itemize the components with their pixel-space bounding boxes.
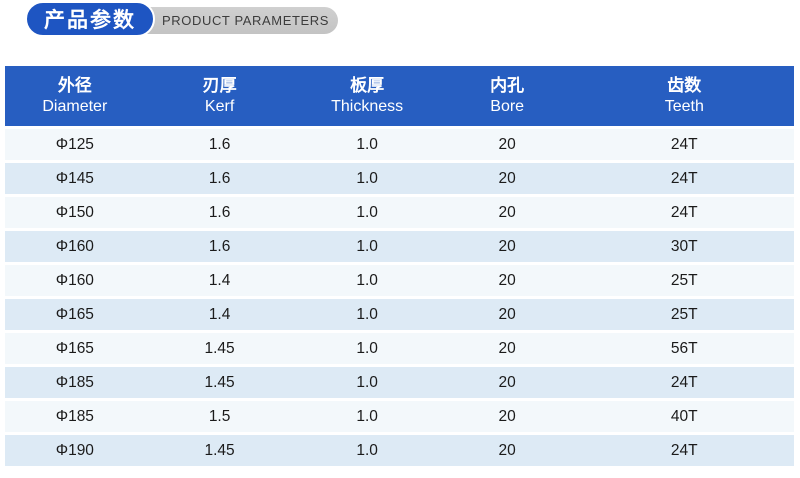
cell: 20 [498,271,516,289]
table-row: Φ150 1.6 1.0 20 24T [5,197,794,228]
header-label-cn: 内孔 [490,76,525,96]
header-label-cn: 板厚 [350,76,385,96]
header-label-en: Thickness [331,97,404,115]
cell: Φ190 [55,441,94,459]
cell: 1.0 [356,271,378,289]
table-row: Φ125 1.6 1.0 20 24T [5,129,794,160]
cell: 1.45 [204,339,235,357]
cell: 24T [670,169,698,187]
cell: Φ185 [55,373,94,391]
cell: 1.0 [356,373,378,391]
cell: 20 [498,203,516,221]
cell: 20 [498,135,516,153]
cell: Φ165 [55,305,94,323]
table-row: Φ160 1.6 1.0 20 30T [5,231,794,262]
cell: Φ160 [55,237,94,255]
header-label-en: Teeth [664,97,704,115]
badge-blue-pill: 产品参数 [25,1,155,37]
table-row: Φ165 1.45 1.0 20 56T [5,333,794,364]
cell: 1.0 [356,339,378,357]
cell: 20 [498,441,516,459]
table-body: Φ125 1.6 1.0 20 24T Φ145 1.6 1.0 20 24T Φ150 1.6 1.0… [5,129,794,466]
cell: 30T [670,237,698,255]
header-label-en: Kerf [204,97,235,115]
cell: 1.6 [208,203,231,221]
cell: 24T [670,373,698,391]
cell: Φ185 [55,407,94,425]
header-label-en: Diameter [42,97,108,115]
cell: Φ165 [55,339,94,357]
cell: 25T [670,271,698,289]
cell: 1.45 [204,441,235,459]
cell: Φ150 [55,203,94,221]
cell: 24T [670,441,698,459]
badge-title-en: PRODUCT PARAMETERS [162,13,330,28]
cell: 1.0 [356,203,378,221]
cell: 1.0 [356,169,378,187]
header-label-cn: 外径 [57,76,92,96]
cell: 56T [670,339,698,357]
cell: 1.6 [208,169,231,187]
table-row: Φ160 1.4 1.0 20 25T [5,265,794,296]
cell: 1.4 [208,305,231,323]
cell: 20 [498,373,516,391]
cell: 1.0 [356,441,378,459]
cell: Φ160 [55,271,94,289]
cell: 20 [498,169,516,187]
cell: 1.6 [208,135,231,153]
cell: 1.0 [356,305,378,323]
badge-title-cn: 产品参数 [44,9,136,32]
cell: 20 [498,407,516,425]
cell: 1.45 [204,373,235,391]
table-header-row: 外径 Diameter 刃厚 Kerf 板厚 Thickness 内孔 Bore… [5,66,794,126]
table-row: Φ165 1.4 1.0 20 25T [5,299,794,330]
header-cell: 外径 Diameter [5,76,145,116]
header-cell: 板厚 Thickness [295,76,440,116]
cell: 1.4 [208,271,231,289]
table-row: Φ185 1.45 1.0 20 24T [5,367,794,398]
table-row: Φ185 1.5 1.0 20 40T [5,401,794,432]
cell: Φ125 [55,135,94,153]
header-cell: 齿数 Teeth [575,76,794,116]
cell: 20 [498,305,516,323]
header-cell: 内孔 Bore [440,76,575,116]
cell: 24T [670,135,698,153]
cell: Φ145 [55,169,94,187]
table-row: Φ145 1.6 1.0 20 24T [5,163,794,194]
cell: 1.5 [208,407,231,425]
cell: 24T [670,203,698,221]
table-row: Φ190 1.45 1.0 20 24T [5,435,794,466]
parameters-table: 外径 Diameter 刃厚 Kerf 板厚 Thickness 内孔 Bore… [5,66,794,466]
cell: 1.6 [208,237,231,255]
header-label-cn: 刃厚 [202,76,237,96]
cell: 1.0 [356,237,378,255]
header-label-cn: 齿数 [667,76,702,96]
cell: 20 [498,237,516,255]
header-cell: 刃厚 Kerf [145,76,295,116]
cell: 20 [498,339,516,357]
cell: 1.0 [356,407,378,425]
header-label-en: Bore [490,97,525,115]
cell: 40T [670,407,698,425]
cell: 25T [670,305,698,323]
cell: 1.0 [356,135,378,153]
